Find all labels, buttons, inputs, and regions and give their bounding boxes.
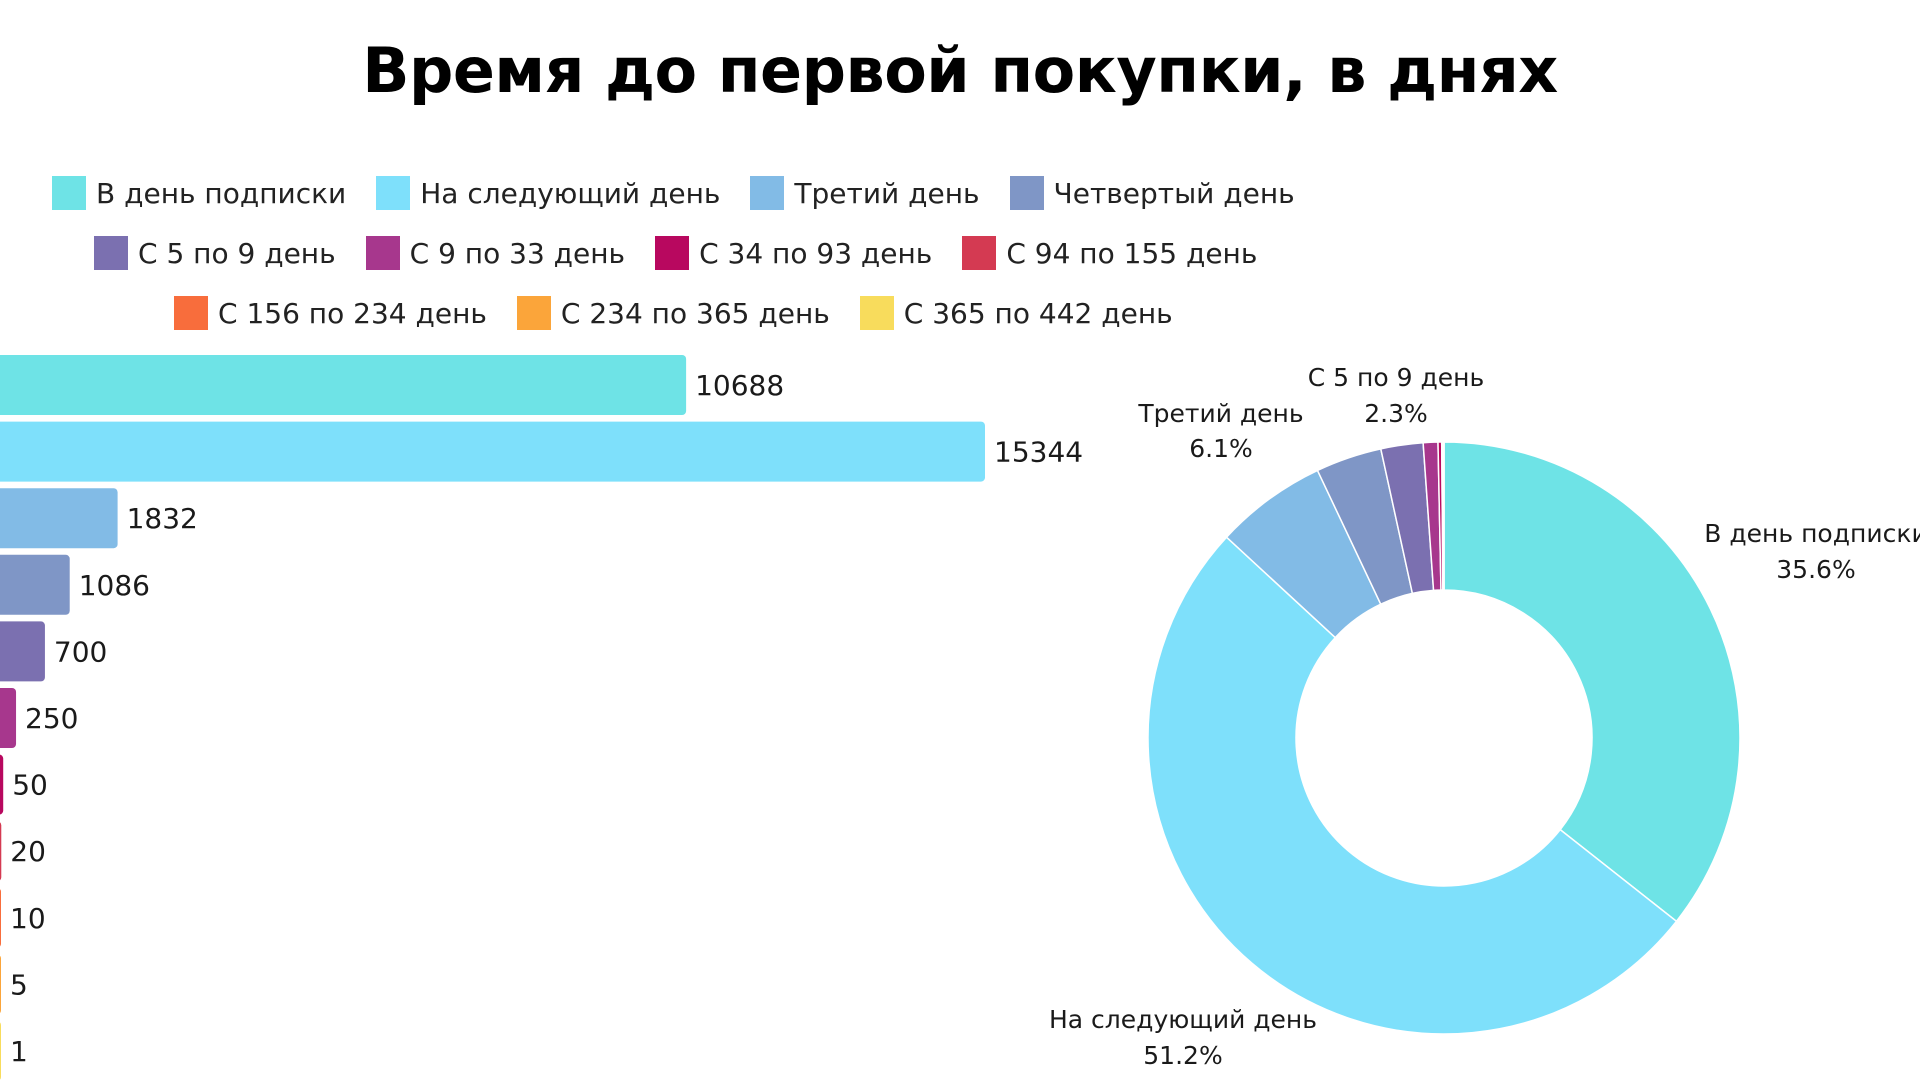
- legend-item: Четвертый день: [1009, 176, 1295, 210]
- legend-item: С 9 по 33 день: [365, 236, 626, 270]
- bar-с-94-по-155-день: [0, 822, 2, 881]
- bar-value-label: 250: [25, 702, 78, 735]
- legend-swatch: [655, 236, 690, 270]
- bar-на-следующий-день: [0, 421, 985, 482]
- legend-item: С 234 по 365 день: [516, 296, 830, 330]
- legend-item: С 34 по 93 день: [655, 236, 932, 270]
- donut-chart: В день подписки 35.6% На следующий день 51.…: [1049, 363, 1920, 1070]
- legend-item: С 156 по 234 день: [174, 296, 487, 330]
- legend-label: С 94 по 155 день: [1006, 236, 1258, 270]
- legend-label: С 365 по 442 день: [903, 296, 1173, 330]
- legend-row: С 5 по 9 день С 9 по 33 день С 34 по 93 де…: [94, 236, 1287, 270]
- legend-label: С 34 по 93 день: [699, 236, 933, 270]
- legend-label: Четвертый день: [1053, 176, 1295, 210]
- bar-с-34-по-93-день: [0, 754, 4, 815]
- bar-value-label: 10688: [695, 369, 784, 402]
- bar-третий-день: [0, 488, 118, 549]
- legend-label: С 156 по 234 день: [218, 296, 487, 330]
- legend-swatch: [1009, 176, 1044, 210]
- legend-row: С 156 по 234 день С 234 по 365 день С 365 …: [174, 296, 1203, 330]
- legend-label: С 234 по 365 день: [560, 296, 830, 330]
- donut-slice-на-следующий-день: [1147, 536, 1678, 1035]
- chart-title: Время до первой покупки, в днях: [362, 34, 1558, 107]
- legend-item: Третий день: [750, 176, 980, 210]
- bar-value-label: 15344: [994, 436, 1083, 469]
- legend-item: С 365 по 442 день: [859, 296, 1173, 330]
- legend-swatch: [94, 236, 128, 270]
- donut-label-name: На следующий день: [1049, 1005, 1317, 1034]
- legend-swatch: [365, 236, 400, 270]
- bar-chart: 10688 15344 1832 1086 700 250 50 20 10 5 1: [0, 355, 1083, 1080]
- legend-swatch: [516, 296, 551, 330]
- bar-с-234-по-365-день: [0, 955, 1, 1014]
- bar-с-365-по-442-день: [0, 1022, 1, 1080]
- bar-с-5-по-9-день: [0, 621, 45, 682]
- donut-label-percent: 2.3%: [1364, 399, 1428, 428]
- bar-с-156-по-234-день: [0, 889, 1, 947]
- donut-label-name: В день подписки: [1704, 519, 1920, 548]
- donut-slice-в-день-подписки: [1443, 441, 1741, 923]
- donut-label-percent: 35.6%: [1776, 555, 1855, 584]
- legend-swatch: [52, 176, 86, 210]
- legend-label: С 9 по 33 день: [409, 236, 626, 270]
- bar-value-label: 50: [12, 769, 48, 802]
- bar-value-label: 1: [10, 1035, 28, 1068]
- legend-item: С 94 по 155 день: [962, 236, 1257, 270]
- legend-swatch: [750, 176, 785, 210]
- donut-label-name: С 5 по 9 день: [1308, 363, 1484, 392]
- legend-row: В день подписки На следующий день Третий д…: [52, 176, 1325, 210]
- legend-item: С 5 по 9 день: [94, 236, 336, 270]
- legend-label: В день подписки: [96, 176, 347, 210]
- donut-label-name: Третий день: [1137, 399, 1303, 428]
- legend-swatch: [174, 296, 208, 330]
- legend-item: На следующий день: [376, 176, 720, 210]
- bar-value-label: 5: [10, 968, 28, 1001]
- donut-label-percent: 6.1%: [1189, 434, 1253, 463]
- bar-value-label: 1832: [127, 502, 198, 535]
- bar-value-label: 1086: [79, 569, 150, 602]
- legend-swatch: [962, 236, 997, 270]
- legend-label: На следующий день: [420, 176, 721, 210]
- donut-label-percent: 51.2%: [1143, 1041, 1222, 1070]
- bar-value-label: 10: [10, 902, 46, 935]
- legend-item: В день подписки: [52, 176, 346, 210]
- legend-label: С 5 по 9 день: [138, 236, 336, 270]
- legend-label: Третий день: [794, 176, 980, 210]
- legend-swatch: [859, 296, 894, 330]
- bar-value-label: 700: [54, 635, 107, 668]
- legend-swatch: [376, 176, 411, 210]
- bar-value-label: 20: [10, 835, 46, 868]
- bar-с-9-по-33-день: [0, 688, 17, 748]
- bar-четвертый-день: [0, 554, 70, 615]
- bar-в-день-подписки: [0, 355, 687, 415]
